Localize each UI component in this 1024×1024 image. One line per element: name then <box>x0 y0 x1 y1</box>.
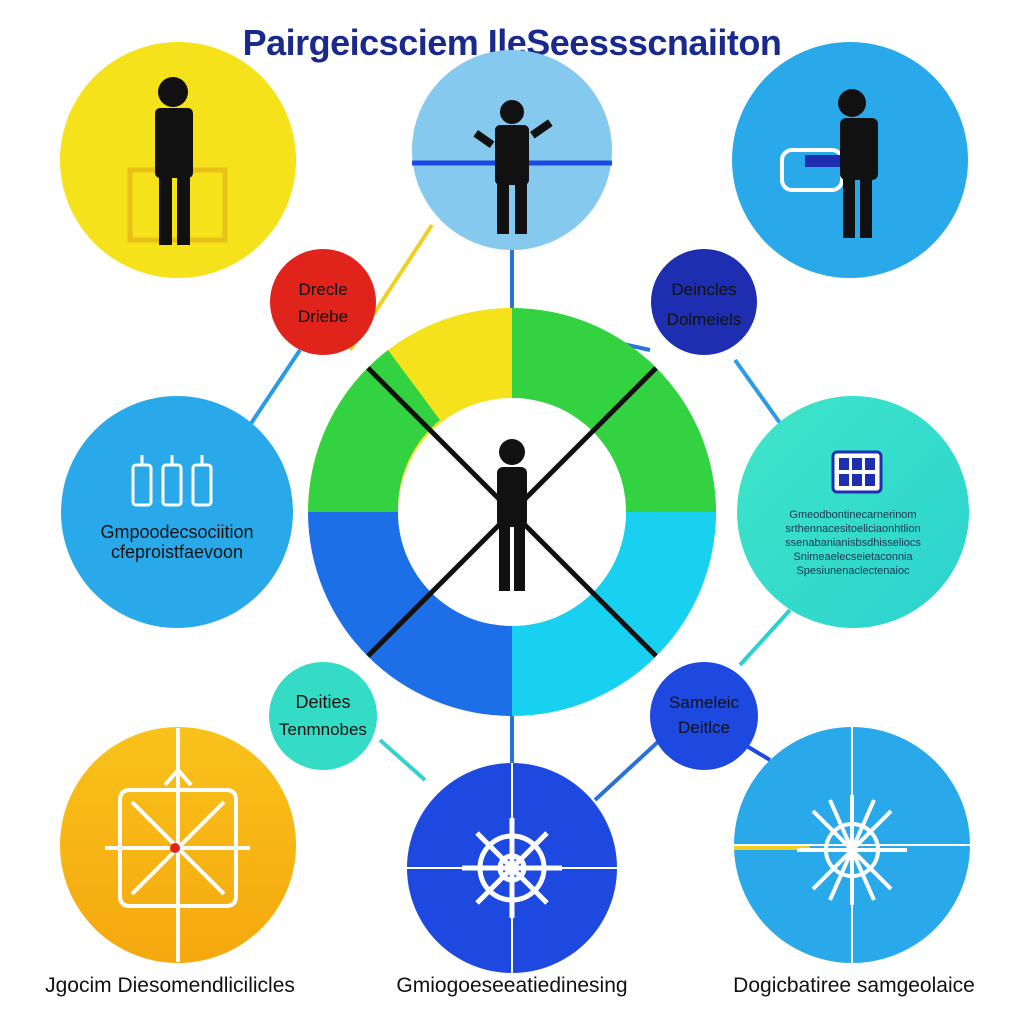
connector-right-bottom <box>743 743 772 762</box>
node-circle-navy <box>651 249 757 355</box>
mid-right-line2: srthennacesitoeliciaonhtlion <box>785 523 920 535</box>
small-bottom-left-line1: Deities <box>295 692 350 712</box>
central-ring <box>308 308 716 716</box>
ring-segment-green-left <box>308 350 440 512</box>
connector-bottom-left <box>378 738 427 782</box>
small-bottom-right-line2: Deitlce <box>678 718 730 737</box>
node-bottom-left <box>60 727 296 963</box>
person-center-icon <box>497 439 527 591</box>
connector-left <box>248 348 302 427</box>
node-circle-teal <box>737 396 969 628</box>
node-top-center <box>412 50 612 250</box>
gear-wheel-icon <box>462 818 562 918</box>
mid-right-line1: Gmeodbontinecarnerinom <box>789 509 916 521</box>
node-circle-mid-left <box>61 396 293 628</box>
footer-left-label: Jgocim Diesomendlicilicles <box>45 974 295 997</box>
mid-left-line2: cfeproistfaevoon <box>111 542 243 562</box>
center-dot <box>170 843 180 853</box>
node-bottom-right <box>734 727 970 963</box>
footer-center-label: Gmiogoeseeatiedinesing <box>396 974 628 997</box>
small-top-right-line2: Dolmeiels <box>667 310 742 329</box>
person-standing-icon <box>473 100 553 234</box>
node-circle-red <box>270 249 376 355</box>
small-top-left-line1: Drecle <box>298 280 347 299</box>
connector-right <box>733 358 787 432</box>
node-small-top-left: Drecle Driebe <box>270 249 376 355</box>
mid-right-line3: ssenabanianisbsdhisseliocs <box>785 537 921 549</box>
mid-right-line4: Snimeaelecseietaconnia <box>793 551 913 563</box>
connector-bottom-right <box>593 738 662 802</box>
node-top-right <box>732 42 968 278</box>
footer-right-label: Dogicbatiree samgeolaice <box>733 974 975 997</box>
person-at-desk-icon <box>780 89 878 238</box>
sunburst-icon <box>797 795 907 905</box>
mid-left-line1: Gmpoodecsociition <box>100 522 253 542</box>
node-circle-small-teal <box>269 662 377 770</box>
small-top-right-line1: Deincles <box>671 280 736 299</box>
grid-box-icon <box>831 450 883 494</box>
node-mid-right: Gmeodbontinecarnerinom srthennacesitoeli… <box>737 396 969 628</box>
node-circle-small-royal <box>650 662 758 770</box>
node-small-bottom-left: Deities Tenmnobes <box>269 662 377 770</box>
person-with-luggage-icon <box>127 77 228 245</box>
node-mid-left: Gmpoodecsociition cfeproistfaevoon <box>61 396 293 628</box>
node-bottom-center <box>407 763 617 973</box>
mid-right-line5: Spesiunenaclectenaioc <box>796 565 910 577</box>
bottles-icon <box>131 455 213 507</box>
small-top-left-line2: Driebe <box>298 307 348 326</box>
small-bottom-right-line1: Sameleic <box>669 693 739 712</box>
connector-right-lower <box>738 608 792 667</box>
node-small-top-right: Deincles Dolmeiels <box>651 249 757 355</box>
node-small-bottom-right: Sameleic Deitlce <box>650 662 758 770</box>
small-bottom-left-line2: Tenmnobes <box>279 720 367 739</box>
node-top-left <box>60 42 296 278</box>
